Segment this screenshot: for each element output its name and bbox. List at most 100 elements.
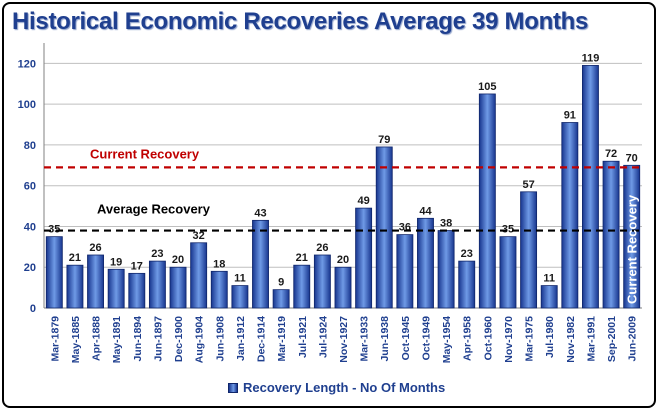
x-tick-label: Jan-1912 xyxy=(235,316,247,361)
y-tick-label: 100 xyxy=(18,99,36,111)
average-recovery-label: Average Recovery xyxy=(97,202,211,217)
legend-label: Recovery Length - No Of Months xyxy=(243,380,446,395)
x-tick-label: May-1954 xyxy=(441,316,453,363)
x-tick-label: Jun-1897 xyxy=(152,316,164,362)
x-tick-label: Jun-2009 xyxy=(627,316,639,362)
bar-Mar-1879 xyxy=(45,236,63,309)
current-recovery-bar-annotation: Current Recovery xyxy=(625,194,640,304)
data-label: 9 xyxy=(278,277,284,289)
data-label: 105 xyxy=(478,81,496,93)
x-tick-label: Oct-1945 xyxy=(400,316,412,361)
bar-Jun-1908 xyxy=(210,270,228,309)
bar-Mar-1919 xyxy=(272,289,290,309)
data-label: 57 xyxy=(522,179,534,191)
chart-frame: Historical Economic Recoveries Average 3… xyxy=(2,2,656,408)
data-label: 91 xyxy=(564,110,576,122)
data-label: 26 xyxy=(89,242,101,254)
bar-Nov-1970 xyxy=(499,236,517,309)
data-label: 21 xyxy=(69,252,81,264)
data-label: 72 xyxy=(605,148,617,160)
bar-Jun-1894 xyxy=(128,272,146,309)
bar-May-1885 xyxy=(66,264,84,309)
data-label: 11 xyxy=(543,273,555,285)
bar-Dec-1900 xyxy=(169,266,187,309)
bar-Jun-1897 xyxy=(148,260,166,309)
data-label: 26 xyxy=(316,242,328,254)
data-label: 17 xyxy=(131,260,143,272)
legend-swatch xyxy=(228,382,238,393)
x-tick-label: Mar-1919 xyxy=(276,316,288,362)
data-label: 35 xyxy=(48,224,60,236)
bar-May-1954 xyxy=(437,230,455,309)
y-tick-label: 20 xyxy=(24,262,36,274)
data-label: 21 xyxy=(296,252,308,264)
data-label: 119 xyxy=(582,52,600,64)
x-tick-label: Nov-1970 xyxy=(503,316,515,363)
data-label: 11 xyxy=(234,273,246,285)
chart-title: Historical Economic Recoveries Average 3… xyxy=(12,8,589,35)
data-label: 19 xyxy=(110,256,122,268)
x-tick-label: Jun-1894 xyxy=(132,316,144,362)
bar-Jul-1924 xyxy=(313,254,331,309)
x-tick-label: Nov-1927 xyxy=(338,316,350,363)
bar-chart: 0 20 40 60 80 100 120 35 Mar-1879 21 May-1885 26 Apr… xyxy=(18,43,642,363)
x-tick-label: Apr-1958 xyxy=(462,316,474,361)
bar-Mar-1975 xyxy=(520,191,538,309)
bar-Mar-1991 xyxy=(582,65,599,309)
y-tick-label: 120 xyxy=(18,58,36,70)
x-tick-label: Jul-1921 xyxy=(297,316,309,358)
y-tick-label: 80 xyxy=(24,140,36,152)
current-recovery-label: Current Recovery xyxy=(90,146,200,161)
bar-Jun-1938 xyxy=(375,146,393,309)
bar-Sep-2001 xyxy=(602,160,620,309)
legend: Recovery Length - No Of Months xyxy=(228,380,445,395)
data-label: 35 xyxy=(502,224,514,236)
bar-Mar-1933 xyxy=(355,207,373,309)
y-tick-label: 60 xyxy=(24,181,36,193)
x-tick-label: May-1885 xyxy=(70,316,82,363)
bar-Aug-1904 xyxy=(190,242,208,309)
bar-Oct-1949 xyxy=(417,217,434,309)
data-label: 44 xyxy=(419,205,432,217)
data-label: 32 xyxy=(193,230,205,242)
x-tick-label: Dec-1914 xyxy=(256,316,268,362)
bar-Jun-2009 xyxy=(623,164,641,309)
x-tick-label: Jul-1924 xyxy=(317,316,329,358)
x-tick-label: Nov-1982 xyxy=(565,316,577,363)
x-tick-label: Oct-1949 xyxy=(420,316,432,361)
bar-Jul-1921 xyxy=(293,264,311,309)
bar-Apr-1888 xyxy=(87,254,104,309)
x-tick-label: May-1891 xyxy=(111,316,123,363)
x-tick-label: Aug-1904 xyxy=(194,316,206,363)
data-label: 49 xyxy=(357,195,369,207)
x-tick-label: Dec-1900 xyxy=(173,316,185,362)
x-tick-label: Jun-1908 xyxy=(214,316,226,362)
x-tick-label: Mar-1879 xyxy=(49,316,61,362)
x-tick-label: Apr-1888 xyxy=(91,316,103,361)
data-label: 20 xyxy=(337,254,349,266)
data-label: 38 xyxy=(440,218,452,230)
x-tick-label: Mar-1991 xyxy=(585,316,597,362)
y-tick-label: 0 xyxy=(30,303,36,315)
x-tick-label: Mar-1975 xyxy=(524,316,536,362)
x-tick-label: Oct-1960 xyxy=(482,316,494,361)
x-tick-label: Mar-1933 xyxy=(359,316,371,362)
bar-Apr-1958 xyxy=(458,260,476,309)
bar-Jul-1980 xyxy=(540,285,558,309)
data-label: 43 xyxy=(254,207,266,219)
bar-Dec-1914 xyxy=(252,219,269,309)
bar-Oct-1945 xyxy=(396,234,414,309)
data-label: 79 xyxy=(378,134,390,146)
x-tick-label: Jun-1938 xyxy=(379,316,391,362)
y-tick-label: 40 xyxy=(24,221,36,233)
bar-Oct-1960 xyxy=(478,93,496,309)
x-tick-label: Jul-1980 xyxy=(544,316,556,358)
data-label: 70 xyxy=(626,152,638,164)
bar-Nov-1927 xyxy=(334,266,352,309)
data-label: 23 xyxy=(151,248,163,260)
data-label: 20 xyxy=(172,254,184,266)
x-tick-label: Sep-2001 xyxy=(606,316,618,362)
data-label: 18 xyxy=(213,258,225,270)
bar-Jan-1912 xyxy=(231,285,249,309)
bar-May-1891 xyxy=(107,268,125,309)
